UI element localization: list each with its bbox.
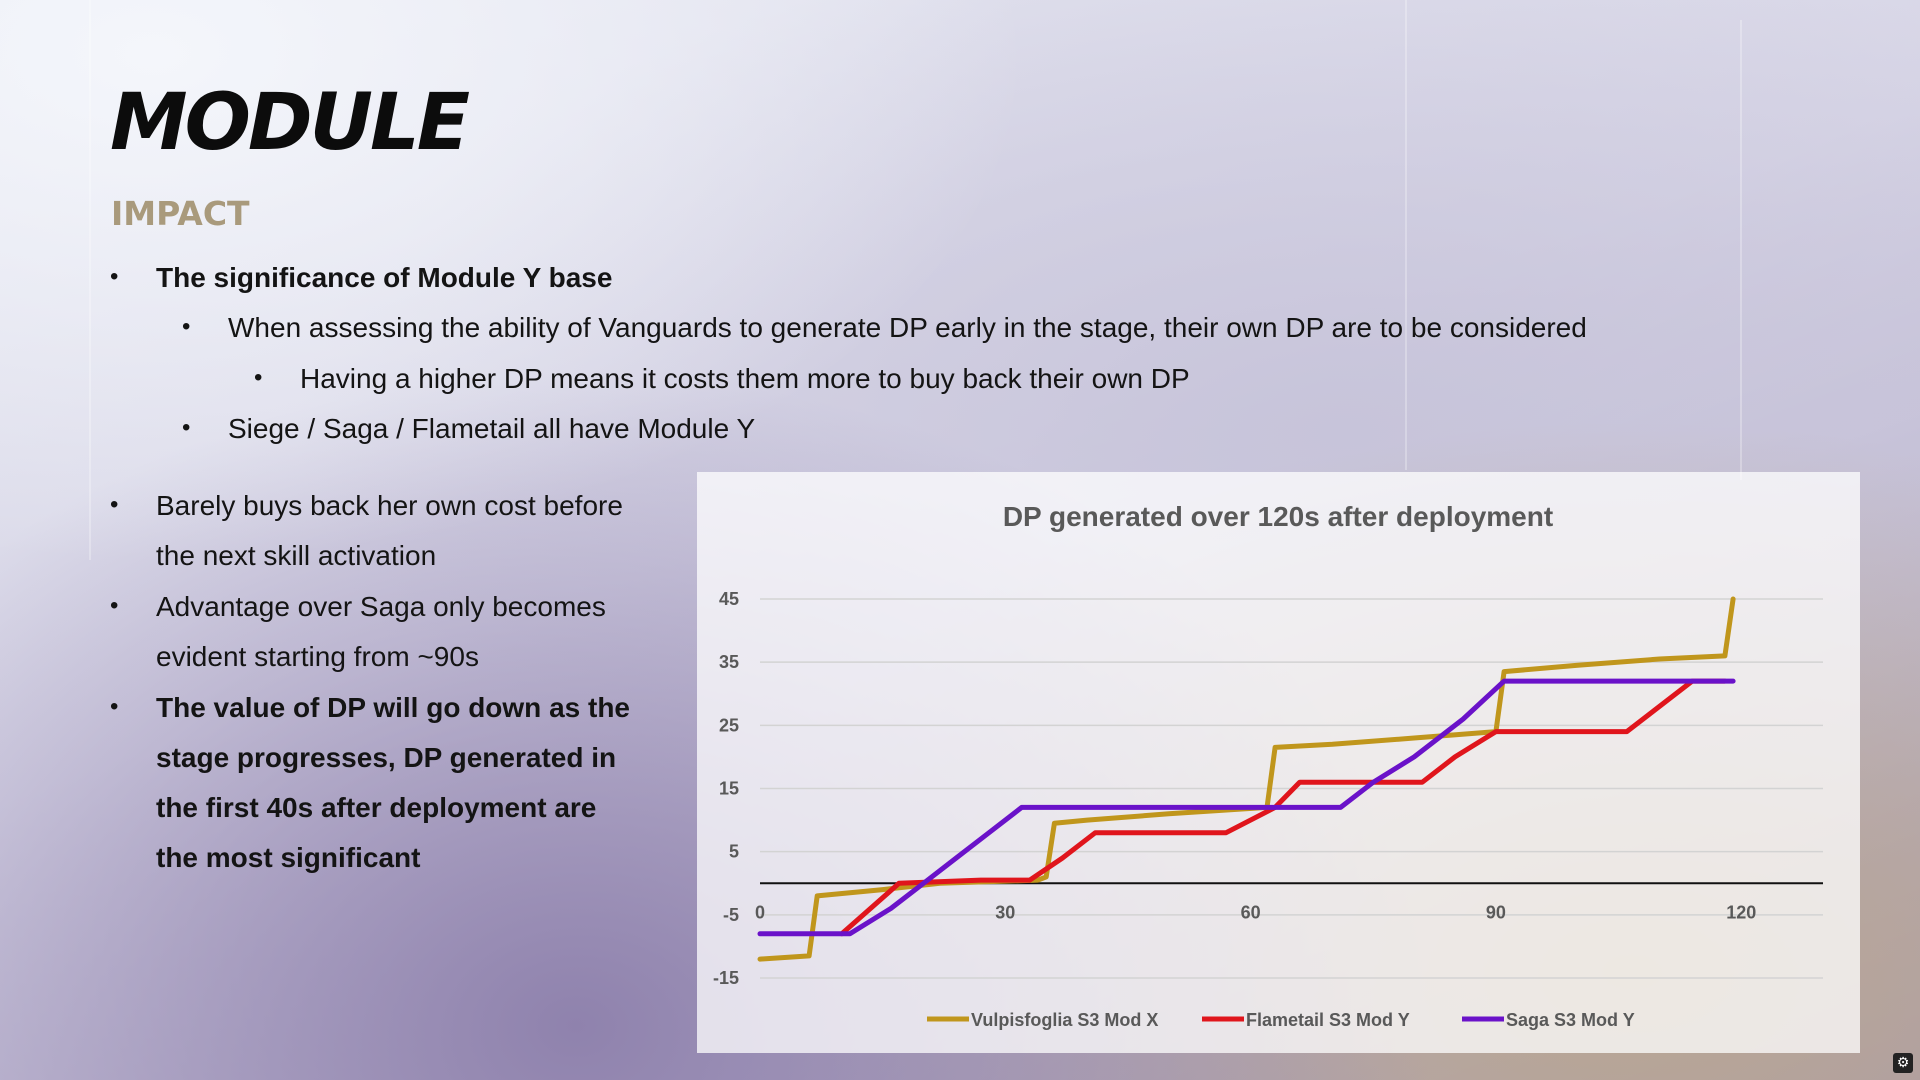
bullet-line: evident starting from ~90s [156, 641, 479, 672]
y-tick-label: 35 [719, 652, 739, 672]
series-line-2 [839, 678, 1728, 937]
background-decor-line [89, 0, 91, 560]
slide-title: MODULE [110, 78, 470, 168]
bullet-line: Barely buys back her own cost before [156, 490, 623, 521]
dp-line-chart: DP generated over 120s after deployment -… [713, 501, 1823, 1030]
bullet-line: The value of DP will go down as the [156, 692, 630, 723]
y-tick-label: -5 [723, 905, 739, 925]
background-decor-line [1405, 0, 1407, 470]
x-tick-label: 90 [1486, 902, 1506, 922]
bullet-marker: • [254, 364, 263, 391]
bullet-text: The significance of Module Y base [156, 262, 613, 293]
bullet-line: the first 40s after deployment are [156, 792, 597, 823]
y-tick-label: -15 [713, 968, 739, 988]
bullet-text: Having a higher DP means it costs them m… [300, 363, 1190, 394]
background-decor-line [1740, 20, 1742, 480]
slide-subtitle: IMPACT [111, 194, 250, 233]
bullet-marker: • [110, 263, 119, 290]
bullet-text: When assessing the ability of Vanguards … [228, 312, 1587, 343]
bullet-marker: • [182, 313, 191, 340]
bullet-marker: • [110, 693, 119, 720]
x-tick-label: 120 [1726, 902, 1756, 922]
bullet-marker: • [110, 491, 119, 518]
bullet-line: the next skill activation [156, 540, 437, 571]
x-tick-label: 0 [755, 902, 765, 922]
y-tick-label: 5 [729, 842, 739, 862]
bullet-line: stage progresses, DP generated in [156, 742, 617, 773]
series-line-3 [757, 678, 1736, 937]
bullet-line: Advantage over Saga only becomes [156, 591, 606, 622]
chart-panel: DP generated over 120s after deployment -… [697, 472, 1860, 1053]
bullet-line: the most significant [156, 842, 421, 873]
legend-label: Saga S3 Mod Y [1506, 1010, 1635, 1030]
legend-label: Flametail S3 Mod Y [1246, 1010, 1410, 1030]
bullet-marker: • [182, 414, 191, 441]
legend-label: Vulpisfoglia S3 Mod X [971, 1010, 1158, 1030]
x-tick-label: 60 [1241, 902, 1261, 922]
chart-title: DP generated over 120s after deployment [1003, 501, 1553, 532]
bullet-text: Siege / Saga / Flametail all have Module… [228, 413, 756, 444]
settings-icon[interactable]: ⚙ [1893, 1053, 1913, 1073]
bullet-marker: • [110, 592, 119, 619]
y-tick-label: 25 [719, 715, 739, 735]
y-tick-label: 15 [719, 779, 739, 799]
x-tick-label: 30 [995, 902, 1015, 922]
y-tick-label: 45 [719, 589, 739, 609]
